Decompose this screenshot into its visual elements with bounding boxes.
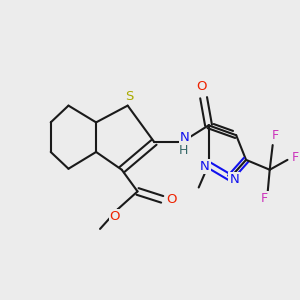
Text: O: O (166, 193, 176, 206)
Text: O: O (110, 210, 120, 223)
Text: H: H (179, 143, 189, 157)
Text: S: S (125, 90, 134, 103)
Text: O: O (196, 80, 207, 93)
Text: F: F (292, 152, 299, 164)
Text: N: N (180, 131, 190, 144)
Text: F: F (272, 129, 279, 142)
Text: N: N (229, 173, 239, 186)
Text: F: F (261, 192, 268, 205)
Text: N: N (200, 160, 209, 173)
